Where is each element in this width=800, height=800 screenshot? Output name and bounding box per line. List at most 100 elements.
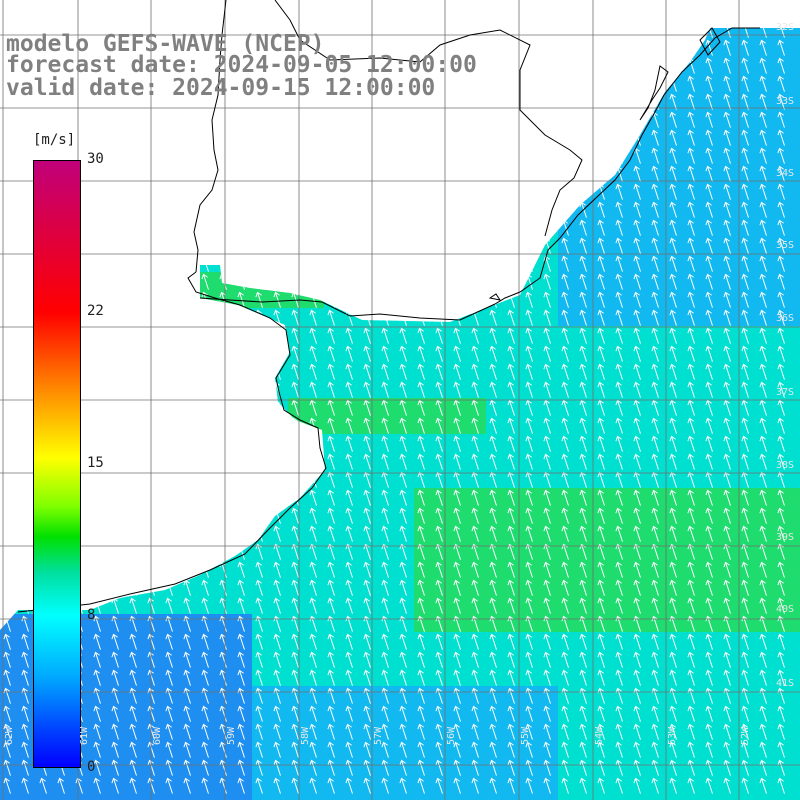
wind-arrow	[525, 147, 533, 164]
wind-arrow	[165, 363, 173, 380]
speed-cell	[450, 200, 469, 219]
speed-cell	[324, 236, 343, 255]
wind-arrow	[183, 111, 191, 128]
wind-arrow	[237, 345, 245, 362]
speed-cell	[432, 110, 451, 129]
speed-cell	[144, 218, 163, 237]
wind-arrow	[21, 237, 29, 254]
speed-cell	[162, 326, 181, 345]
wind-arrow	[507, 57, 515, 74]
speed-cell	[234, 434, 253, 453]
speed-cell	[396, 290, 415, 309]
speed-cell	[360, 794, 379, 800]
wind-arrow	[435, 219, 443, 236]
wind-arrow	[129, 291, 137, 308]
speed-cell	[540, 110, 559, 129]
wind-arrow	[111, 147, 119, 164]
speed-cell	[270, 164, 289, 183]
wind-arrow	[237, 363, 245, 380]
speed-cell	[378, 164, 397, 183]
wind-arrow	[327, 165, 335, 182]
speed-cell	[234, 362, 253, 381]
wind-arrow	[651, 28, 659, 38]
speed-cell	[234, 146, 253, 165]
speed-cell	[90, 398, 109, 417]
speed-cell	[234, 488, 253, 507]
speed-cell	[90, 362, 109, 381]
speed-cell	[126, 488, 145, 507]
speed-cell	[504, 794, 523, 800]
wind-arrow	[417, 291, 425, 308]
wind-arrow	[561, 111, 569, 128]
wind-arrow	[183, 399, 191, 416]
speed-cell	[540, 182, 559, 201]
wind-arrow	[147, 363, 155, 380]
wind-arrow	[291, 201, 299, 218]
wind-arrow	[111, 363, 119, 380]
speed-cell	[594, 794, 613, 800]
wind-arrow	[3, 111, 11, 128]
speed-cell	[576, 128, 595, 147]
wind-arrow	[111, 399, 119, 416]
wind-arrow	[255, 453, 263, 470]
speed-cell	[144, 524, 163, 543]
speed-cell	[612, 56, 631, 75]
wind-arrow	[543, 111, 551, 128]
speed-cell	[612, 794, 631, 800]
speed-cell	[432, 182, 451, 201]
speed-cell	[234, 128, 253, 147]
speed-cell	[414, 290, 433, 309]
speed-cell	[324, 128, 343, 147]
speed-cell	[198, 218, 217, 237]
wind-arrow	[633, 57, 641, 74]
speed-cell	[162, 182, 181, 201]
wind-arrow	[255, 435, 263, 452]
speed-cell	[414, 146, 433, 165]
wind-arrow	[651, 39, 659, 56]
speed-cell	[720, 794, 739, 800]
speed-cell	[216, 326, 235, 345]
wind-arrow	[417, 147, 425, 164]
wind-arrow	[471, 28, 479, 38]
speed-cell	[198, 380, 217, 399]
speed-cell	[126, 272, 145, 291]
speed-cell	[270, 794, 289, 800]
speed-cell	[558, 56, 577, 75]
colorbar-tick-0: 0	[87, 759, 96, 775]
wind-arrow	[255, 345, 263, 362]
speed-cell	[162, 524, 181, 543]
colorbar-tick-8: 8	[87, 607, 96, 623]
wind-arrow	[147, 489, 155, 506]
wind-arrow	[111, 525, 119, 542]
speed-cell	[252, 110, 271, 129]
speed-cell	[612, 110, 631, 129]
speed-cell	[126, 146, 145, 165]
wind-arrow	[183, 165, 191, 182]
wind-arrow	[273, 165, 281, 182]
speed-cell	[90, 434, 109, 453]
speed-cell	[216, 416, 235, 435]
speed-cell	[792, 28, 800, 39]
wind-arrow	[471, 273, 479, 290]
wind-arrow	[147, 453, 155, 470]
wind-arrow	[327, 183, 335, 200]
lat-label: 35S	[775, 240, 794, 251]
speed-cell	[180, 398, 199, 417]
speed-cell	[198, 452, 217, 471]
wind-arrow	[201, 111, 209, 128]
wind-arrow	[615, 57, 623, 74]
speed-cell	[252, 416, 271, 435]
wind-arrow	[399, 201, 407, 218]
wind-arrow	[273, 327, 281, 344]
wind-arrow	[237, 471, 245, 488]
speed-cell	[792, 128, 800, 147]
colorbar-tick-30: 30	[87, 151, 104, 167]
wind-arrow	[201, 507, 209, 524]
wind-arrow	[633, 39, 641, 56]
wind-arrow	[147, 507, 155, 524]
wind-arrow	[129, 309, 137, 326]
wind-arrow	[219, 507, 227, 524]
wind-arrow	[183, 345, 191, 362]
speed-cell	[360, 200, 379, 219]
wind-arrow	[507, 111, 515, 128]
